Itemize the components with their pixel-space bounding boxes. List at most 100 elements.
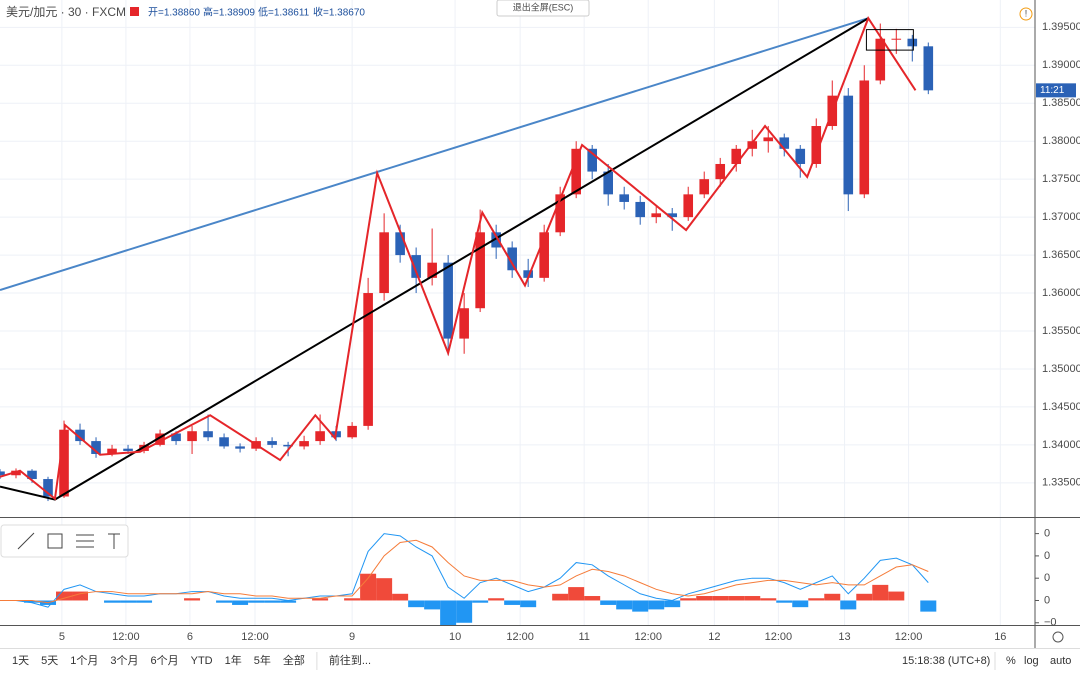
range-button[interactable]: 5年 xyxy=(254,653,271,667)
candle-body xyxy=(619,194,630,202)
histogram-bar xyxy=(776,600,793,603)
candle-body xyxy=(267,441,277,445)
scale-option[interactable]: % xyxy=(1006,655,1016,667)
candle-body xyxy=(107,448,117,454)
histogram-bar xyxy=(920,600,937,612)
trend-line-tool[interactable] xyxy=(17,532,35,550)
histogram-bar xyxy=(792,600,809,608)
candle-body xyxy=(27,470,37,480)
candle-body xyxy=(443,262,453,339)
settings-icon[interactable] xyxy=(1052,631,1064,643)
histogram-bar xyxy=(264,600,281,603)
candle-body xyxy=(779,137,790,149)
candle-body xyxy=(555,194,565,233)
range-button[interactable]: 5天 xyxy=(41,655,58,667)
candle-body xyxy=(187,431,197,442)
candle-body xyxy=(859,80,870,195)
candle-body xyxy=(155,433,165,445)
histogram-bar xyxy=(664,600,681,608)
candle-body xyxy=(203,431,213,438)
warning-icon[interactable] xyxy=(1019,7,1033,21)
candle-body xyxy=(459,308,469,339)
histogram-bar xyxy=(712,596,729,601)
y-tick-label: 0 xyxy=(1044,550,1050,562)
range-button[interactable]: 1个月 xyxy=(70,654,98,667)
histogram-bar xyxy=(552,593,569,601)
ohlc-value: 高=1.38909 xyxy=(203,6,255,19)
candle-body xyxy=(171,433,181,442)
candle-body xyxy=(379,232,389,294)
candle-body xyxy=(91,441,101,454)
histogram-bar xyxy=(504,600,521,605)
candle-body xyxy=(283,444,293,447)
histogram-bar xyxy=(888,591,905,601)
histogram-bar xyxy=(584,596,601,601)
flag-icon[interactable] xyxy=(130,7,139,16)
candle-body xyxy=(843,95,854,195)
candle-body xyxy=(0,471,5,476)
y-tick-label: 1.38000 xyxy=(1042,135,1080,147)
histogram-bar xyxy=(760,598,777,601)
ohlc-value: 低=1.38611 xyxy=(258,6,310,19)
range-button[interactable]: 3个月 xyxy=(110,654,138,667)
candle-body xyxy=(539,232,549,278)
candle-body xyxy=(811,126,822,164)
histogram-bar xyxy=(616,600,633,610)
x-tick-label: 12 xyxy=(708,631,720,643)
candle-body xyxy=(891,38,902,40)
range-button[interactable]: 1年 xyxy=(225,653,242,667)
price-tag: 11:21 xyxy=(1040,85,1065,96)
candle-body xyxy=(235,446,245,449)
x-tick-label: 5 xyxy=(59,631,65,643)
histogram-bar xyxy=(472,600,489,603)
histogram-bar xyxy=(280,600,297,603)
x-tick-label: 11 xyxy=(578,631,589,643)
range-button[interactable]: 6个月 xyxy=(151,654,179,667)
candle-body xyxy=(795,148,806,164)
candle-body xyxy=(43,479,53,497)
candle-body xyxy=(347,425,357,438)
drawing-tools xyxy=(0,524,129,558)
range-button[interactable]: 1天 xyxy=(12,655,29,667)
goto-button[interactable]: 前往到... xyxy=(329,653,371,667)
ohlc-value: 收=1.38670 xyxy=(313,6,365,19)
y-tick-label: 1.36000 xyxy=(1042,287,1080,299)
histogram-bar xyxy=(360,573,377,601)
y-tick-label: 0 xyxy=(1044,528,1050,540)
fib-tool[interactable] xyxy=(76,534,94,548)
x-tick-label: 12:00 xyxy=(895,631,923,643)
histogram-bar xyxy=(488,598,505,601)
clock: 15:18:38 (UTC+8) xyxy=(902,655,990,667)
histogram-bar xyxy=(568,587,585,601)
candle-body xyxy=(75,429,85,442)
drawing-box xyxy=(865,29,914,51)
candle-body xyxy=(907,38,918,47)
scale-option[interactable]: log xyxy=(1024,655,1039,667)
rectangle-tool[interactable] xyxy=(47,533,63,549)
x-tick-label: 16 xyxy=(994,631,1006,643)
histogram-bar xyxy=(632,600,649,612)
candle-body xyxy=(715,163,726,180)
candle-body xyxy=(507,247,517,271)
histogram-bar xyxy=(248,600,265,603)
y-tick-label: −0 xyxy=(1044,617,1057,629)
text-tool[interactable] xyxy=(108,533,120,549)
candle-body xyxy=(747,141,758,149)
scale-option[interactable]: auto xyxy=(1050,655,1071,667)
x-tick-label: 12:00 xyxy=(112,631,140,643)
candle-body xyxy=(635,201,646,218)
candle-body xyxy=(363,293,373,426)
histogram-bar xyxy=(24,600,41,603)
candle-body xyxy=(411,255,421,278)
candle-body xyxy=(315,431,325,442)
exit-fullscreen-button[interactable] xyxy=(496,0,590,17)
range-button[interactable]: 全部 xyxy=(283,653,305,667)
candle-body xyxy=(571,148,581,195)
candle-body xyxy=(395,232,405,256)
exit-fullscreen-label: 退出全屏(ESC) xyxy=(513,1,574,12)
candle-body xyxy=(763,137,774,142)
range-button[interactable]: YTD xyxy=(191,655,213,667)
histogram-bar xyxy=(104,600,121,603)
